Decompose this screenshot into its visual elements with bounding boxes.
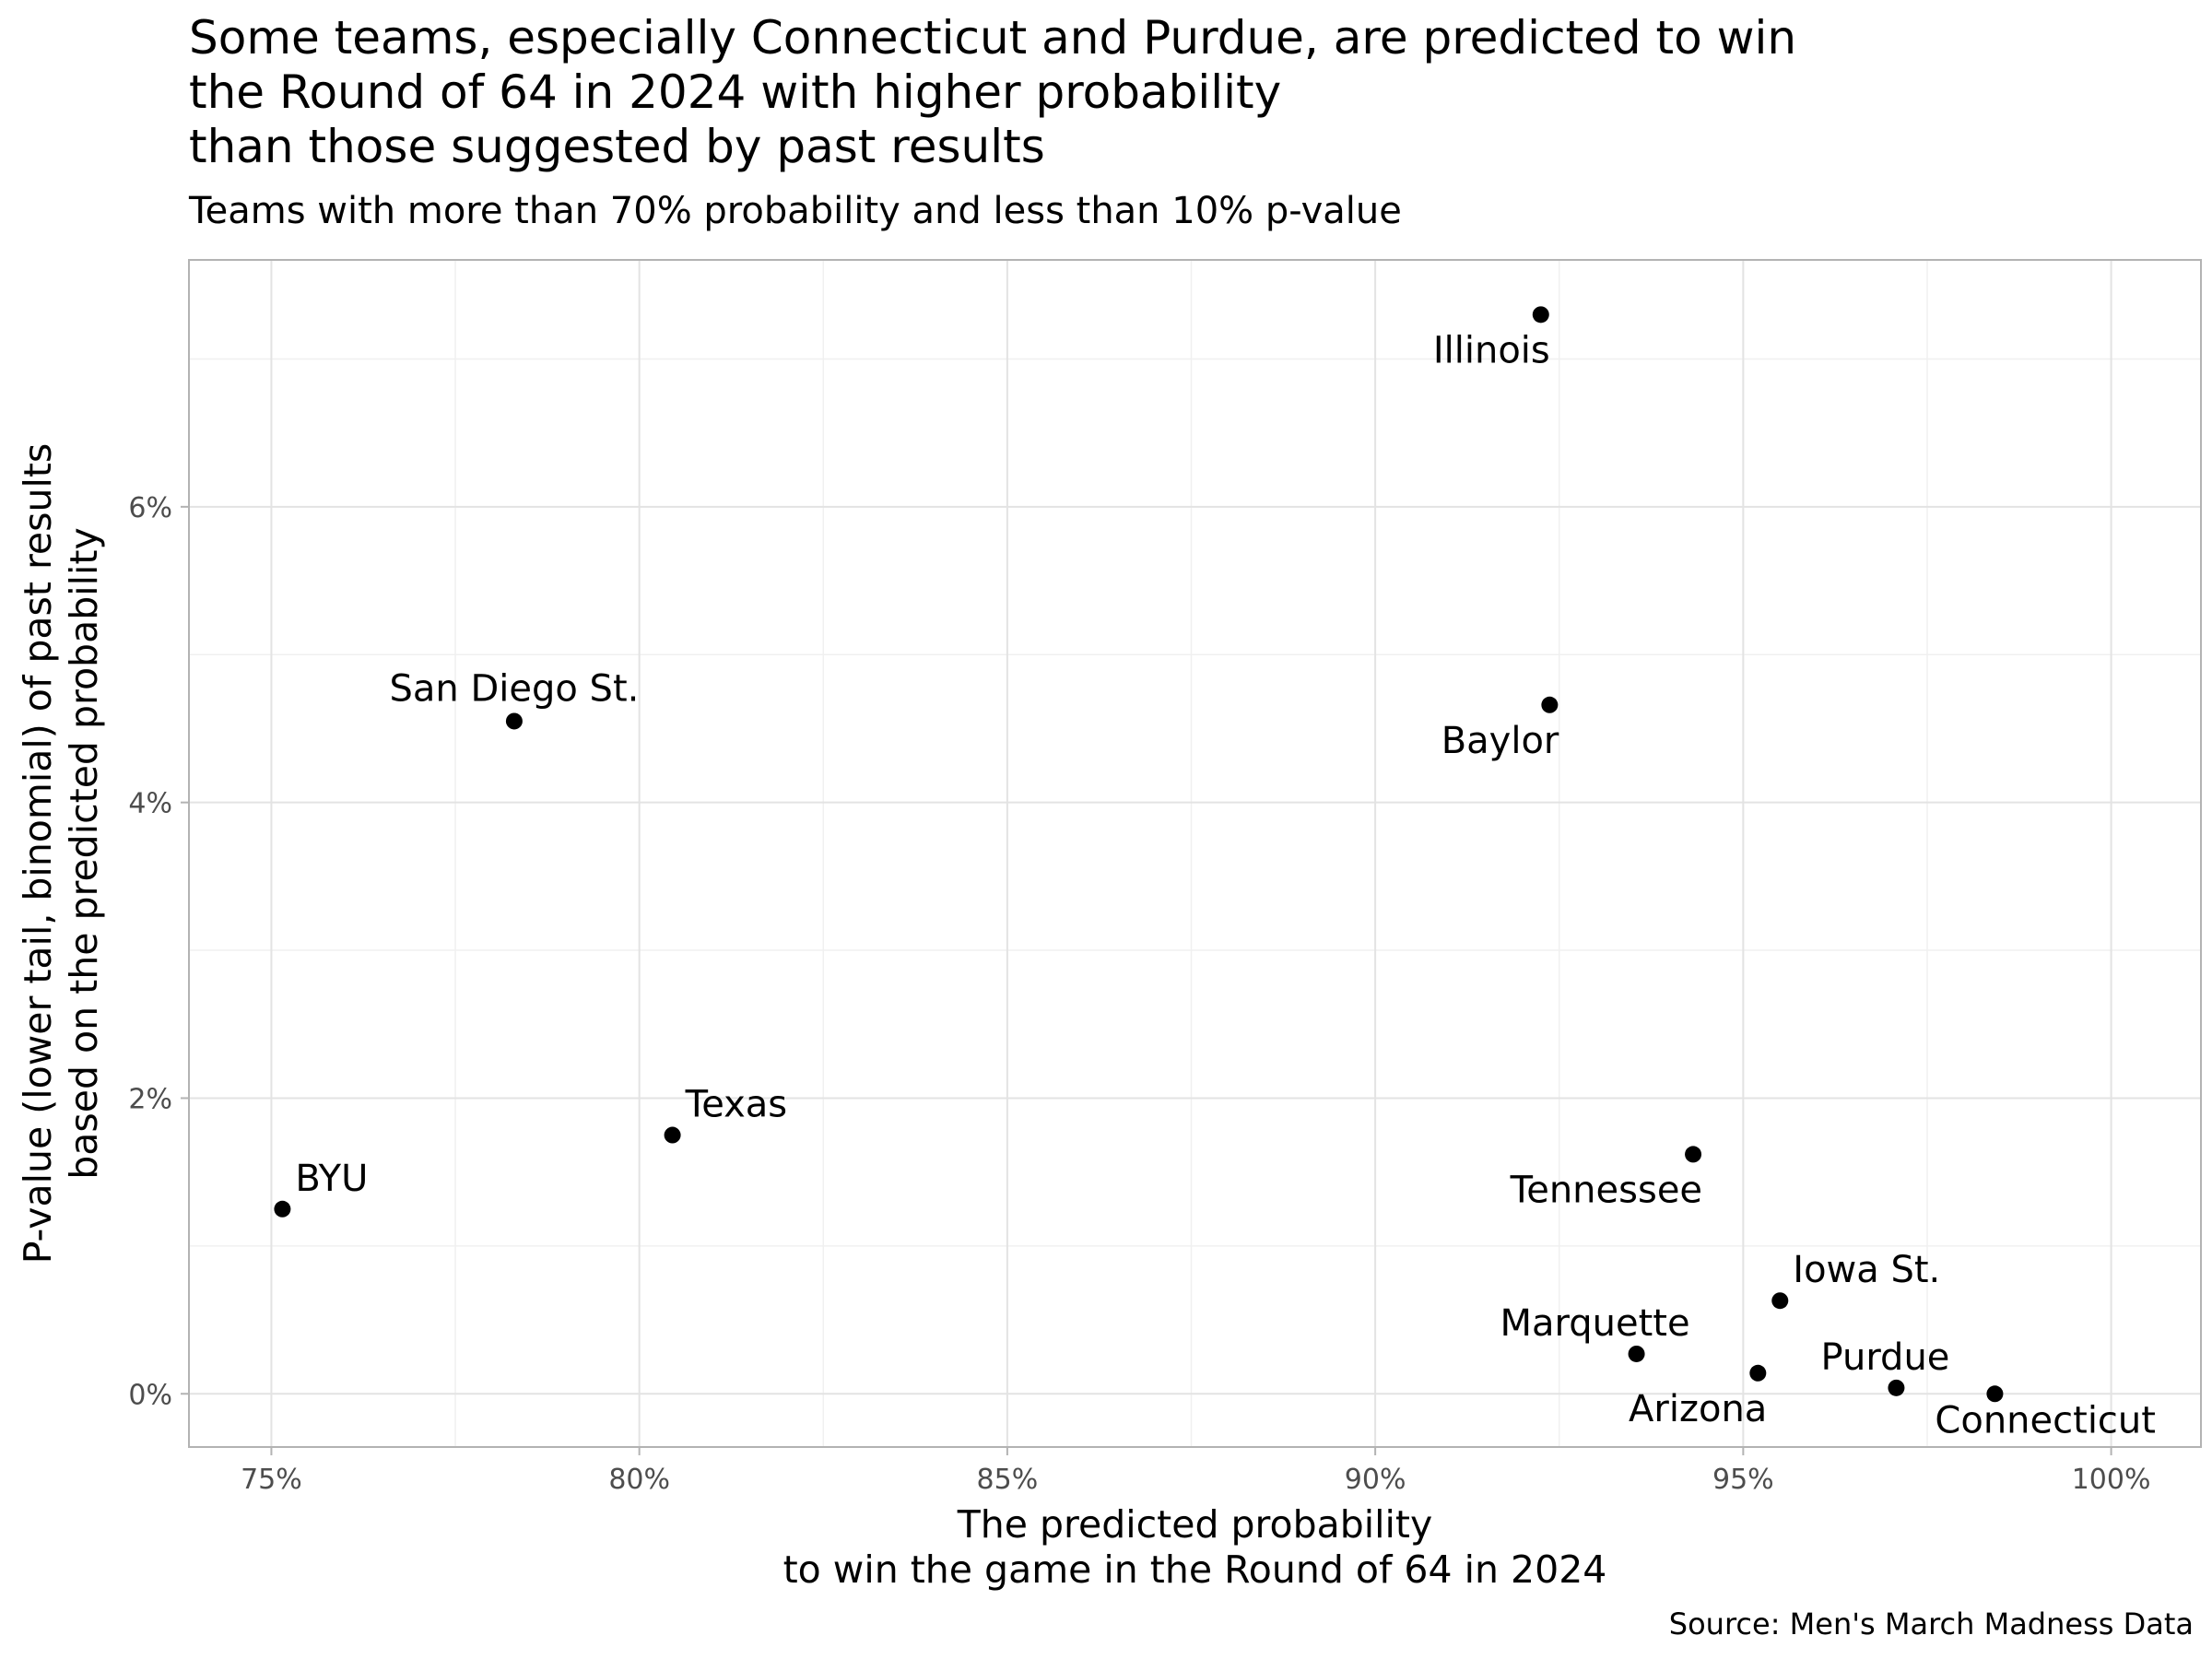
point-label: Iowa St. (1793, 1249, 1940, 1291)
x-tick-label: 95% (1712, 1464, 1774, 1496)
data-point (1771, 1292, 1789, 1310)
data-point (1888, 1379, 1905, 1396)
point-label: Connecticut (1935, 1399, 2156, 1441)
chart-title: Some teams, especially Connecticut and P… (189, 11, 1797, 173)
point-label: BYU (295, 1158, 368, 1200)
data-point (1986, 1385, 2004, 1403)
x-tick-label: 75% (241, 1464, 302, 1496)
y-tick-label: 0% (128, 1379, 172, 1411)
point-label: Marquette (1500, 1302, 1689, 1345)
point-label: Purdue (1821, 1336, 1950, 1379)
y-tick-label: 4% (128, 788, 172, 820)
point-label: Tennessee (1510, 1169, 1702, 1211)
panel-border (188, 259, 2202, 1448)
y-axis-title: P-value (lower tail, binomial) of past r… (16, 443, 60, 1265)
point-label: Baylor (1441, 720, 1559, 762)
x-axis-title: to win the game in the Round of 64 in 20… (783, 1547, 1607, 1592)
x-axis-title: The predicted probability (957, 1502, 1433, 1547)
y-tick-label: 6% (128, 492, 172, 524)
x-tick-label: 90% (1345, 1464, 1406, 1496)
chart-subtitle: Teams with more than 70% probability and… (189, 190, 1402, 232)
point-label: San Diego St. (389, 667, 639, 710)
x-tick-label: 100% (2072, 1464, 2151, 1496)
x-tick-label: 80% (608, 1464, 670, 1496)
data-point (1749, 1364, 1767, 1382)
point-label: Illinois (1433, 329, 1550, 371)
point-label: Texas (685, 1084, 788, 1126)
data-point (1532, 306, 1549, 324)
data-point (664, 1126, 681, 1144)
data-point (274, 1200, 291, 1218)
data-point (505, 712, 523, 730)
x-tick-label: 85% (977, 1464, 1039, 1496)
data-point (1628, 1345, 1645, 1362)
point-label: Arizona (1629, 1388, 1767, 1430)
y-tick-label: 2% (128, 1083, 172, 1115)
data-point (1685, 1146, 1702, 1163)
data-point (1541, 696, 1559, 713)
chart-caption: Source: Men's March Madness Data (1668, 1606, 2194, 1641)
y-axis-title: based on the predicted probability (62, 527, 106, 1180)
